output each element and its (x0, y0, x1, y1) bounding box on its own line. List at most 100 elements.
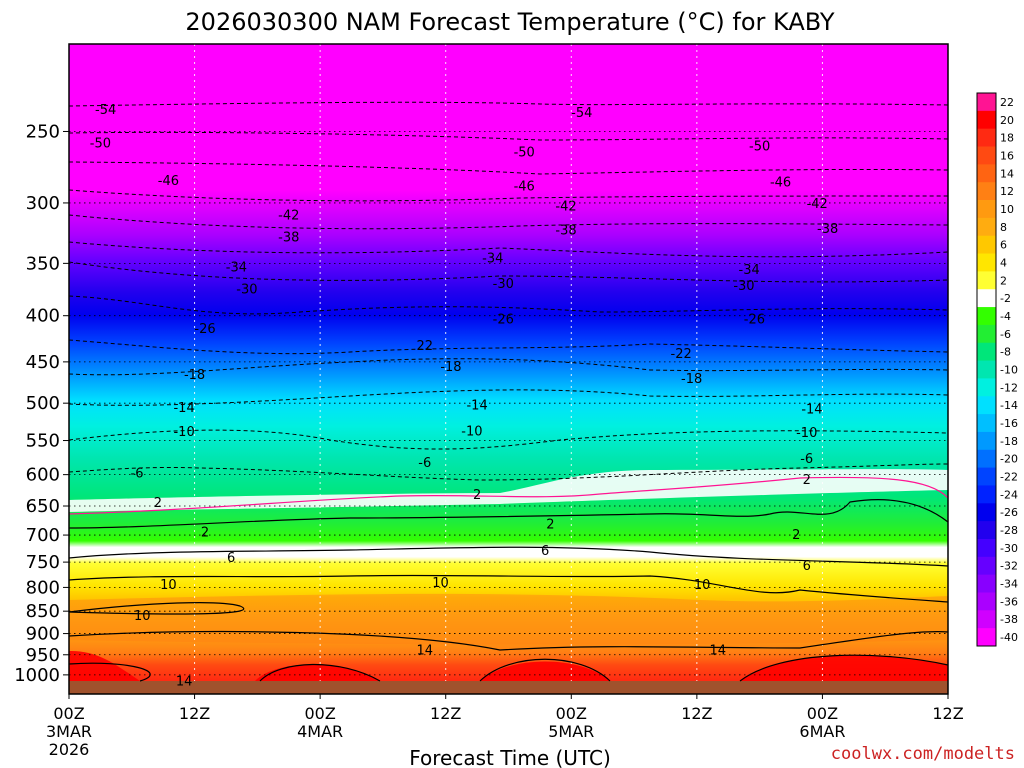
contour-label: -42 (807, 197, 828, 212)
colorbar-swatch (977, 271, 996, 290)
colorbar-label: -30 (1000, 542, 1018, 555)
contour-line (69, 602, 245, 615)
contour-line (69, 214, 948, 230)
contour-label: -26 (194, 322, 215, 337)
contour-line (69, 295, 948, 315)
colorbar-label: 22 (1000, 96, 1014, 109)
colorbar-label: -20 (1000, 453, 1018, 466)
y-tick-label: 700 (26, 525, 60, 546)
colorbar-label: 8 (1000, 221, 1007, 234)
colorbar-swatch (977, 538, 996, 558)
colorbar-label: -10 (1000, 364, 1018, 377)
colorbar-swatch (977, 289, 996, 308)
x-axis-label: Forecast Time (UTC) (409, 746, 611, 768)
credit-label: coolwx.com/modelts (831, 744, 1015, 764)
colorbar-swatch (977, 110, 996, 130)
colorbar-swatch (977, 182, 996, 201)
warm-core-1 (69, 650, 140, 681)
colorbar: 22 20 18 16 14 12 10 8 6 4 2 -2 -4 -6 -8 -10 -12 -14 -16 -1… (976, 92, 1018, 647)
contour-label: -30 (733, 279, 754, 294)
colorbar-swatch (977, 592, 996, 611)
colorbar-swatch (977, 164, 996, 183)
colorbar-label: 10 (1000, 203, 1014, 216)
contour-line (69, 261, 948, 283)
colorbar-label: -24 (1000, 488, 1018, 501)
colorbar-swatch (977, 503, 996, 522)
y-tick-label: 300 (26, 193, 60, 214)
y-tick-label: 250 (26, 121, 60, 142)
contour-label: -34 (482, 252, 503, 267)
y-tick-label: 600 (26, 465, 60, 486)
colorbar-swatch (977, 431, 996, 451)
y-tick-label: 950 (26, 645, 60, 666)
contour-line (69, 499, 948, 529)
contour-label: 10 (694, 578, 711, 593)
contour-label: -42 (278, 209, 299, 224)
contour-label: 22 (417, 339, 434, 354)
contour-label: -26 (493, 313, 514, 328)
colorbar-label: -6 (1000, 328, 1011, 341)
colorbar-swatch (977, 574, 996, 593)
zero-degree-line (69, 476, 948, 515)
contour-line (69, 241, 948, 258)
colorbar-swatch (977, 93, 996, 112)
contour-label: 14 (417, 643, 434, 658)
contour-label: -34 (739, 263, 760, 278)
colorbar-label: -16 (1000, 417, 1018, 430)
contour-label: -46 (770, 175, 791, 190)
colorbar-swatch (977, 521, 996, 540)
colorbar-swatch (977, 342, 996, 361)
freezing-band (69, 469, 948, 512)
x-tick-label: 12Z (179, 704, 210, 723)
colorbar-label: -38 (1000, 613, 1018, 626)
contour-label: 2 (201, 526, 209, 541)
colorbar-swatch (977, 146, 996, 165)
contour-label: 10 (432, 576, 449, 591)
contour-label: 2 (792, 528, 800, 543)
contour-label: -26 (744, 313, 765, 328)
colorbar-swatch (977, 217, 996, 237)
y-tick-label: 400 (26, 306, 60, 327)
y-tick-label: 350 (26, 253, 60, 274)
contour-label: -38 (555, 223, 576, 238)
contour-label: 10 (160, 578, 177, 593)
contour-line (69, 546, 948, 567)
contour-line (69, 654, 948, 682)
colorbar-label: 14 (1000, 167, 1014, 180)
colorbar-label: -2 (1000, 292, 1011, 305)
contour-labels: -54 -54 -50 -50 -50 -46 -46 -46 -42 -42 -42 -38 -38 -… (90, 103, 839, 690)
colorbar-label: 2 (1000, 274, 1007, 287)
colorbar-label: -22 (1000, 471, 1018, 484)
contour-label: -42 (555, 200, 576, 215)
y-tick-label: 850 (26, 601, 60, 622)
colorbar-swatch (977, 628, 996, 647)
contour-label: -46 (514, 180, 535, 195)
contour-label: -6 (800, 452, 813, 467)
colorbar-label: -40 (1000, 631, 1018, 644)
colorbar-label: -36 (1000, 595, 1018, 608)
contour-label: -34 (226, 261, 247, 276)
x-tick-label: 00Z (53, 704, 84, 723)
x-tick-label: 00Z (807, 704, 838, 723)
colorbar-swatch (977, 235, 996, 254)
contour-lines (69, 101, 948, 682)
y-tick-label: 500 (26, 393, 60, 414)
contour-line (69, 429, 948, 450)
colorbar-label: -8 (1000, 346, 1011, 359)
colorbar-swatch (977, 200, 996, 219)
contour-label: -22 (671, 347, 692, 362)
contour-label: 2 (473, 488, 481, 503)
contour-label: -18 (184, 368, 205, 383)
y-tick-label: 650 (26, 496, 60, 517)
x-date-label: 5MAR (548, 722, 594, 741)
colorbar-swatch (977, 414, 996, 433)
contour-label: -6 (418, 456, 431, 471)
y-tick-label: 900 (26, 624, 60, 645)
contour-label: 14 (710, 643, 727, 658)
x-tick-label: 12Z (681, 704, 712, 723)
contour-label: 2 (154, 496, 162, 511)
y-tick-label: 750 (26, 552, 60, 573)
contour-label: -10 (461, 424, 482, 439)
